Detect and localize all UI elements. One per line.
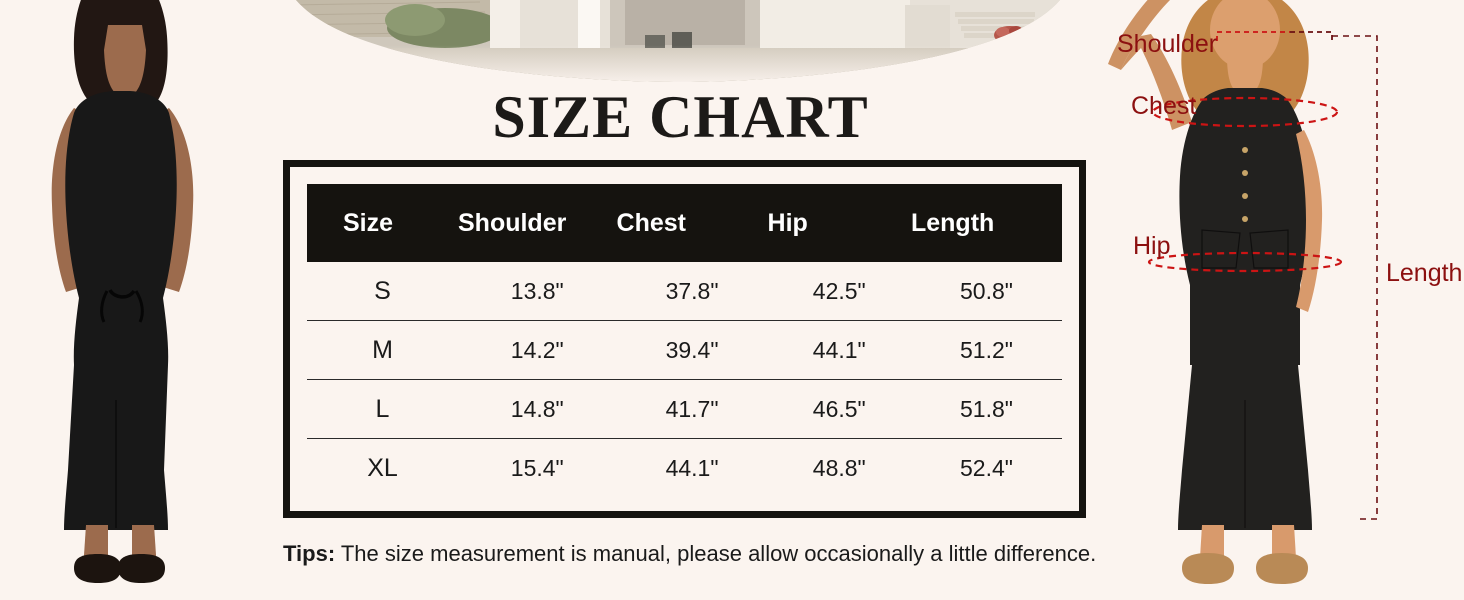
svg-text:Shoulder: Shoulder xyxy=(1117,30,1217,58)
svg-text:Chest: Chest xyxy=(1131,92,1196,120)
svg-text:Length: Length xyxy=(1386,259,1462,287)
svg-text:Hip: Hip xyxy=(1133,232,1171,260)
